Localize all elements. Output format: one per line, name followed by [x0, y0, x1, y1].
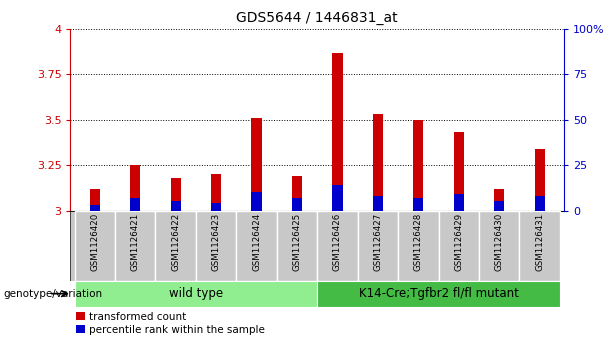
Title: GDS5644 / 1446831_at: GDS5644 / 1446831_at: [237, 11, 398, 25]
Bar: [454, 194, 464, 211]
Text: GSM1126431: GSM1126431: [535, 213, 544, 271]
Bar: [535, 149, 545, 211]
Bar: [398, 211, 438, 281]
Bar: [535, 196, 545, 211]
Bar: [454, 132, 464, 211]
Bar: [438, 211, 479, 281]
Bar: [318, 211, 357, 281]
Bar: [75, 211, 115, 281]
Bar: [196, 211, 237, 281]
Bar: [519, 211, 560, 281]
Text: GSM1126420: GSM1126420: [90, 213, 99, 271]
Bar: [170, 201, 181, 211]
Bar: [332, 185, 343, 211]
Bar: [115, 211, 156, 281]
Text: genotype/variation: genotype/variation: [3, 289, 102, 299]
Bar: [373, 114, 383, 211]
Text: K14-Cre;Tgfbr2 fl/fl mutant: K14-Cre;Tgfbr2 fl/fl mutant: [359, 287, 519, 300]
Text: GSM1126428: GSM1126428: [414, 213, 423, 271]
Bar: [332, 53, 343, 211]
Bar: [156, 211, 196, 281]
Legend: transformed count, percentile rank within the sample: transformed count, percentile rank withi…: [75, 312, 265, 335]
Bar: [357, 211, 398, 281]
Bar: [494, 201, 504, 211]
Bar: [318, 281, 560, 307]
Bar: [413, 120, 424, 211]
Bar: [413, 198, 424, 211]
Text: GSM1126422: GSM1126422: [171, 213, 180, 271]
Bar: [277, 211, 318, 281]
Bar: [170, 178, 181, 211]
Bar: [292, 176, 302, 211]
Bar: [75, 281, 318, 307]
Bar: [494, 189, 504, 211]
Text: GSM1126425: GSM1126425: [292, 213, 302, 271]
Text: GSM1126424: GSM1126424: [252, 213, 261, 271]
Bar: [251, 118, 262, 211]
Bar: [211, 203, 221, 211]
Text: GSM1126426: GSM1126426: [333, 213, 342, 271]
Bar: [251, 192, 262, 211]
Bar: [130, 165, 140, 211]
Text: GSM1126421: GSM1126421: [131, 213, 140, 271]
Text: GSM1126423: GSM1126423: [211, 213, 221, 271]
Text: GSM1126427: GSM1126427: [373, 213, 383, 271]
Bar: [292, 198, 302, 211]
Bar: [130, 198, 140, 211]
Bar: [89, 189, 100, 211]
Text: wild type: wild type: [169, 287, 223, 300]
Text: GSM1126430: GSM1126430: [495, 213, 504, 271]
Bar: [237, 211, 277, 281]
Text: GSM1126429: GSM1126429: [454, 213, 463, 271]
Bar: [479, 211, 519, 281]
Bar: [373, 196, 383, 211]
Bar: [211, 174, 221, 211]
Bar: [89, 205, 100, 211]
